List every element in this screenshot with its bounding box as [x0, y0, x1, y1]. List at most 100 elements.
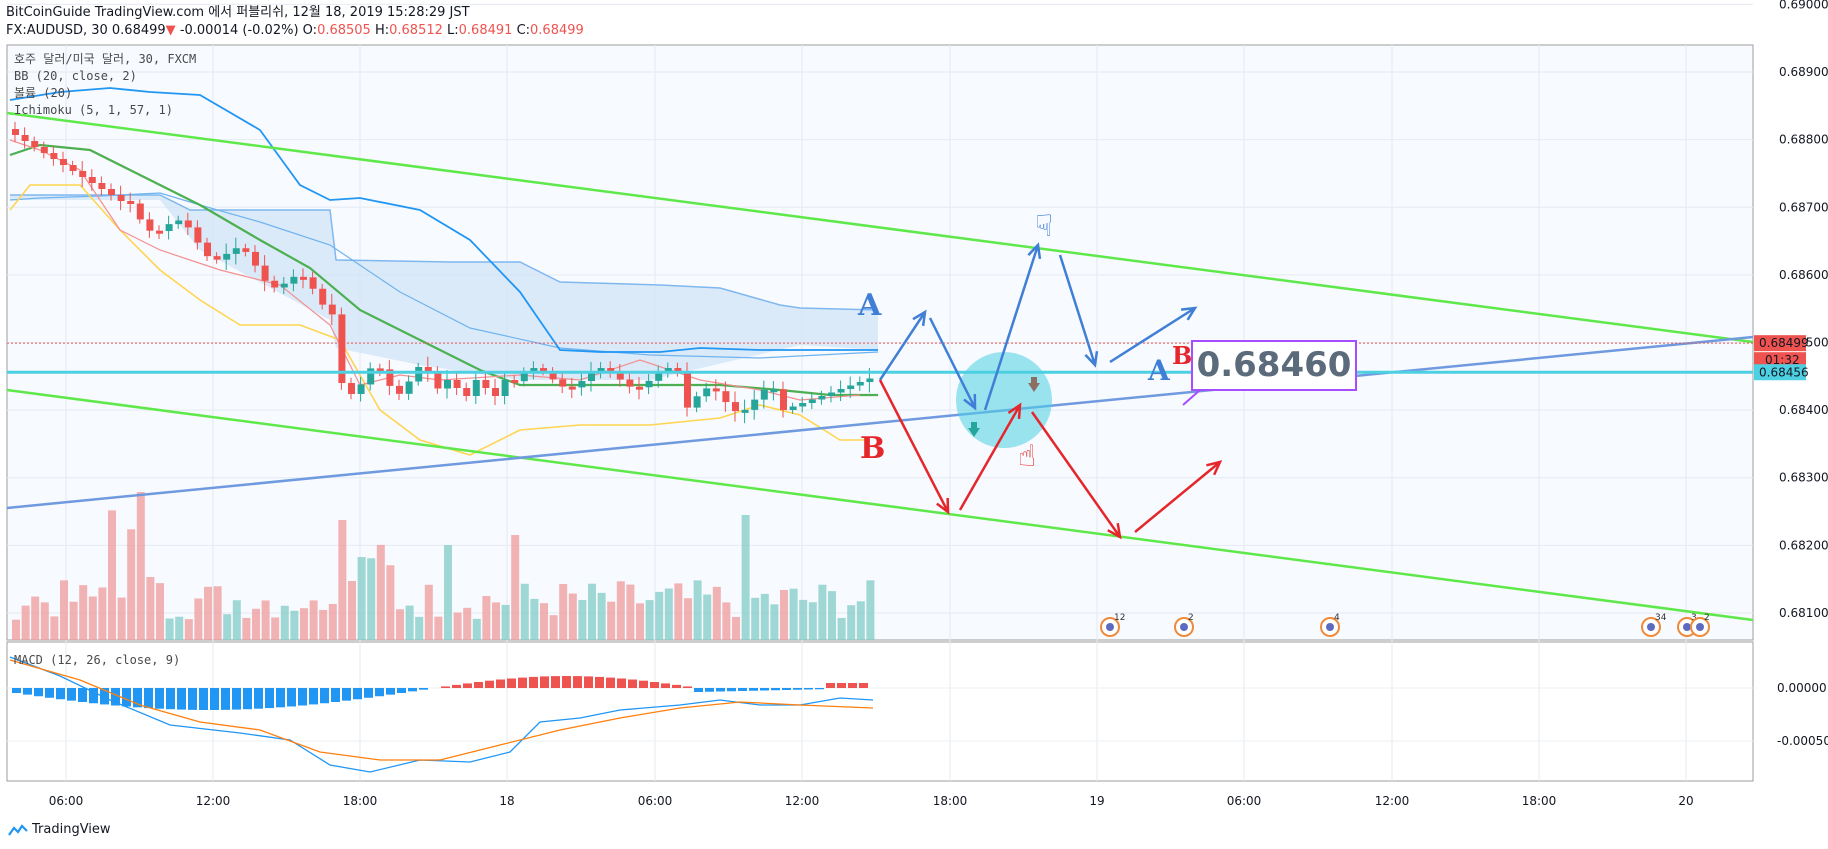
volume-bar — [482, 595, 491, 640]
macd-histogram-bar — [331, 688, 340, 702]
macd-histogram-bar — [485, 680, 494, 688]
macd-histogram-bar — [595, 676, 604, 688]
volume-bar — [127, 529, 136, 640]
macd-histogram-bar — [210, 688, 219, 710]
macd-histogram-bar — [353, 688, 362, 700]
candle-body — [184, 220, 192, 228]
channel-lower-line — [6, 388, 1754, 622]
arrow-b-1 — [878, 379, 950, 513]
candle-body — [69, 165, 77, 171]
signal-line — [9, 659, 874, 761]
macd-histogram-bar — [78, 688, 87, 702]
high-value: 0.68512 — [389, 23, 443, 38]
candle-body — [472, 380, 480, 396]
candle-body — [252, 251, 259, 266]
ohlc-line: FX:AUDUSD, 30 0.68499▼ -0.00014 (-0.02%)… — [6, 22, 584, 40]
x-tick-label: 06:00 — [1227, 794, 1262, 808]
macd-histogram-bar — [496, 679, 505, 688]
macd-histogram-bar — [386, 688, 395, 695]
candle-body — [780, 389, 787, 410]
volume-bar — [732, 616, 740, 640]
macd-histogram-bar — [408, 688, 417, 692]
candle-body — [136, 203, 144, 220]
macd-histogram-bar — [562, 676, 571, 688]
candle-body — [117, 195, 125, 201]
candle-body — [415, 366, 423, 382]
volume-bar — [252, 608, 260, 640]
volume-bar — [568, 593, 577, 640]
last-price: 0.68499 — [111, 23, 166, 38]
macd-histogram-bar — [705, 688, 714, 692]
x-tick-label: 06:00 — [49, 794, 84, 808]
candle-body — [223, 253, 231, 260]
candle-body — [213, 256, 221, 260]
arrow-a-3-head — [1027, 242, 1042, 260]
volume-bar — [472, 618, 481, 640]
arrow-a-5 — [1109, 306, 1196, 364]
footer-brand[interactable]: TradingView — [8, 822, 111, 837]
volume-bar — [434, 616, 443, 640]
macd-histogram-bar — [793, 688, 802, 690]
volume-bar — [117, 597, 126, 640]
macd-histogram-bar — [716, 688, 725, 692]
arrow-b-2-head — [1007, 402, 1022, 420]
candle-body — [396, 385, 403, 394]
macd-histogram-bar — [243, 688, 252, 710]
arrow-b-2 — [958, 404, 1022, 511]
volume-bar — [780, 589, 788, 640]
volume-bar — [770, 604, 779, 640]
volume-bar — [578, 600, 587, 640]
macd-histogram-bar — [254, 688, 263, 709]
volume-bar — [165, 618, 174, 640]
volume-bar — [540, 603, 548, 640]
volume-bar — [415, 616, 424, 640]
symbol-label: FX:AUDUSD, 30 — [6, 23, 108, 38]
volume-bar — [146, 577, 155, 640]
macd-histogram-bar — [694, 688, 703, 692]
macd-histogram-bar — [144, 688, 153, 709]
level-price-tag-label: 0.68456 — [1759, 365, 1809, 379]
candle-body — [674, 368, 682, 372]
hand-blue-icon: ☟ — [1035, 209, 1053, 244]
candle-body — [655, 372, 663, 381]
macd-histogram-bar — [265, 688, 274, 709]
y-tick-label: 0.68300 — [1779, 471, 1828, 485]
volume-bar — [21, 605, 30, 640]
volume-bar — [156, 583, 164, 640]
publish-line: BitCoinGuide TradingView.com 에서 퍼블리쉬, 12… — [6, 5, 470, 20]
candle-body — [79, 171, 87, 177]
candle-body — [789, 406, 797, 410]
candle-body — [588, 372, 595, 382]
candle-body — [261, 265, 269, 281]
volume-bar — [405, 605, 414, 640]
macd-histogram-bar — [848, 683, 857, 688]
macd-histogram-bar — [287, 688, 296, 707]
volume-bar — [453, 612, 462, 640]
callout-box — [1191, 340, 1357, 391]
macd-histogram-bar — [221, 688, 230, 710]
macd-histogram-bar — [628, 679, 637, 688]
footer-brand-label: TradingView — [32, 822, 111, 837]
volume-bar — [636, 603, 644, 640]
macd-histogram-bar — [309, 688, 318, 705]
volume-bar — [559, 584, 568, 640]
candle-body — [511, 380, 519, 383]
volume-bar — [674, 583, 683, 640]
candle-body — [626, 379, 634, 387]
candle-body — [12, 129, 19, 135]
arrow-b-1-head — [936, 497, 950, 515]
ichimoku-cloud — [10, 195, 878, 380]
legend-line: 볼륨 (20) — [14, 86, 72, 100]
volume-bar — [319, 609, 328, 640]
candle-body — [568, 386, 576, 390]
candle-body — [232, 248, 240, 254]
volume-bar — [271, 617, 280, 640]
candle-body — [280, 283, 288, 288]
candle-body — [60, 159, 67, 165]
macd-histogram-bar — [155, 688, 164, 709]
volume-bar — [367, 558, 376, 640]
event-flag-icon — [1696, 623, 1704, 631]
candle-body — [741, 409, 749, 413]
volume-bar — [588, 583, 596, 640]
macd-line — [9, 656, 874, 773]
